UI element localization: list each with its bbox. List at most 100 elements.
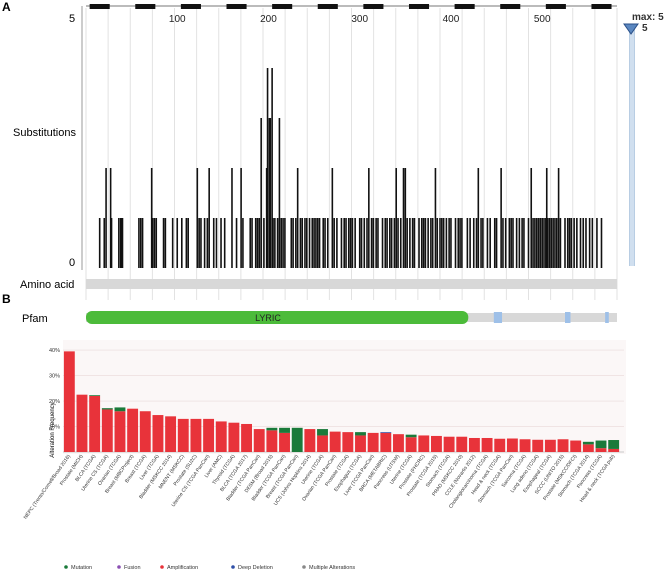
bar-segment-amplification[interactable]: [532, 439, 544, 452]
pfam-domain-label: LYRIC: [255, 313, 281, 323]
bar-segment-amplification[interactable]: [317, 435, 328, 452]
bar-segment-amplification[interactable]: [481, 437, 493, 452]
b-x-tick: Pancreas (UTSW): [373, 453, 401, 490]
bar-segment-mutation[interactable]: [114, 407, 126, 412]
bar-segment-amplification[interactable]: [342, 432, 354, 452]
legend-label[interactable]: Fusion: [124, 565, 141, 571]
bar-segment-mutation[interactable]: [355, 432, 366, 436]
bar-segment-mutation[interactable]: [405, 434, 417, 438]
bar-segment-mutation[interactable]: [279, 427, 290, 433]
legend-label[interactable]: Mutation: [71, 565, 92, 571]
bar-segment-mutation[interactable]: [595, 440, 607, 449]
bar-segment-amplification[interactable]: [430, 435, 442, 452]
bar-segment-amplification[interactable]: [557, 439, 569, 452]
bar-segment-amplification[interactable]: [418, 435, 430, 452]
bar-segment-amplification[interactable]: [519, 439, 531, 452]
bar-segment-mutation[interactable]: [291, 427, 303, 452]
legend-label[interactable]: Deep Deletion: [238, 565, 273, 571]
legend-label[interactable]: Amplification: [167, 565, 198, 571]
bar-segment-amplification[interactable]: [228, 422, 240, 452]
b-x-tick: Prostate (TCGA 2015): [406, 453, 439, 497]
legend-marker: [64, 565, 68, 569]
bar-segment-amplification[interactable]: [139, 411, 151, 452]
bar-segment-amplification[interactable]: [329, 431, 341, 452]
exon-block: [363, 4, 384, 9]
bar-segment-amplification[interactable]: [203, 418, 215, 452]
bar-segment-deep-deletion[interactable]: [380, 432, 392, 433]
y-tick-bottom: 0: [69, 257, 75, 269]
y-gridlines: [63, 340, 626, 454]
bar-segment-amplification[interactable]: [190, 418, 202, 452]
bar-segment-amplification[interactable]: [582, 444, 594, 452]
bar-segment-amplification[interactable]: [279, 432, 290, 452]
max-slider-handle[interactable]: [623, 23, 639, 35]
bar-segment-amplification[interactable]: [63, 351, 75, 452]
bar-segment-amplification[interactable]: [215, 421, 227, 452]
b-x-tick: Thyroid (TCGA): [211, 453, 236, 486]
bar-segment-amplification[interactable]: [570, 440, 582, 452]
b-x-tick-labels: NEPC (Trento/Cornell/Broad 2016)Prostate…: [23, 453, 617, 520]
y-tick-top: 5: [69, 13, 75, 25]
pfam-domain-lyric[interactable]: [86, 311, 469, 324]
bar-segment-amplification[interactable]: [405, 437, 417, 452]
bar-segment-amplification[interactable]: [380, 432, 392, 452]
bar-segment-mutation[interactable]: [101, 408, 113, 410]
bar-segment-amplification[interactable]: [443, 436, 455, 452]
pfam-small-segment[interactable]: [564, 312, 571, 323]
bar-segment-amplification[interactable]: [241, 423, 253, 452]
panel-b-letter: B: [2, 292, 11, 306]
max-value-label: 5: [642, 23, 648, 34]
bar-segment-mutation[interactable]: [608, 440, 620, 449]
bar-segment-mutation[interactable]: [317, 429, 328, 436]
bar-segment-amplification[interactable]: [165, 416, 177, 452]
b-x-tick: Uterine CS (TCGA): [80, 453, 110, 492]
bar-segment-amplification[interactable]: [544, 439, 556, 452]
amino-acid-label: Amino acid: [20, 279, 74, 291]
b-x-tick: MNENT (MSKCC): [158, 453, 186, 490]
bar-segment-amplification[interactable]: [608, 448, 620, 452]
bar-segment-mutation[interactable]: [89, 395, 101, 396]
b-x-tick: Stomach (TCGA 2014): [557, 453, 591, 498]
bar-segment-amplification[interactable]: [101, 409, 113, 452]
bar-segment-amplification[interactable]: [89, 395, 101, 452]
bar-segment-amplification[interactable]: [304, 429, 316, 452]
bar-segment-amplification[interactable]: [456, 436, 468, 452]
b-x-tick: Prostate (MSKCC/DFCI): [542, 453, 578, 501]
pfam-label: Pfam: [22, 313, 48, 325]
b-x-tick: Esophagus (TCGA): [333, 453, 363, 492]
exon-block: [500, 4, 521, 9]
bar-segment-amplification[interactable]: [253, 429, 265, 452]
legend-marker: [160, 565, 164, 569]
bar-segment-mutation[interactable]: [266, 427, 278, 431]
bar-segment-amplification[interactable]: [152, 415, 164, 452]
b-x-tick: Cholangiocarcinoma (TCGA): [448, 453, 490, 509]
exon-block: [135, 4, 156, 9]
bar-segment-amplification[interactable]: [494, 438, 506, 452]
bar-segment-amplification[interactable]: [76, 394, 88, 452]
bar-segment-amplification[interactable]: [367, 432, 379, 452]
b-x-tick: Uterine (TCGA): [389, 453, 414, 485]
b-y-axis-label: Alteration Frequency: [50, 402, 56, 457]
bar-segment-amplification[interactable]: [595, 448, 607, 452]
exon-block: [180, 4, 201, 9]
bar-segment-amplification[interactable]: [177, 418, 189, 452]
legend-marker: [117, 565, 121, 569]
b-x-tick: Breast (TCGA): [124, 453, 148, 484]
bar-segment-amplification[interactable]: [114, 411, 126, 452]
b-x-tick: UCS (Johns Hopkins 2014): [273, 453, 313, 506]
bar-segment-amplification[interactable]: [506, 438, 518, 452]
b-x-tick: BRCA (METABRIC): [358, 453, 388, 493]
bar-segment-mutation[interactable]: [582, 441, 594, 445]
bar-segment-amplification[interactable]: [393, 434, 404, 452]
bar-segment-amplification[interactable]: [266, 430, 278, 452]
top-axis-line: [86, 5, 617, 7]
bar-segment-amplification[interactable]: [355, 435, 366, 452]
pfam-small-segment[interactable]: [493, 312, 503, 323]
b-x-tick: Ovarian (TCGA): [97, 453, 123, 486]
bar-segment-amplification[interactable]: [127, 408, 139, 452]
exon-block: [89, 4, 110, 9]
legend-label[interactable]: Multiple Alterations: [309, 565, 355, 571]
exon-block: [591, 4, 612, 9]
bar-segment-amplification[interactable]: [468, 437, 480, 452]
pfam-small-segment[interactable]: [605, 312, 609, 323]
